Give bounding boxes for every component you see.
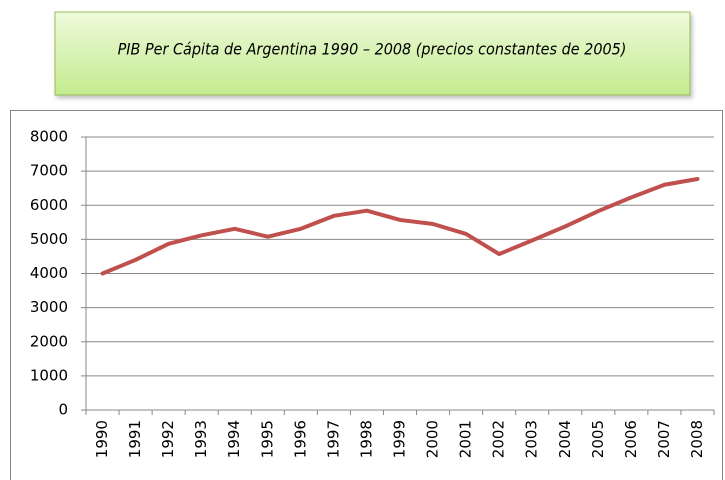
x-tick-label: 2007 (655, 420, 673, 458)
y-tick-label: 3000 (30, 298, 68, 316)
x-tick-label: 1996 (291, 420, 309, 458)
x-tick-label: 2005 (589, 420, 607, 458)
x-tick-label: 1991 (126, 420, 144, 458)
x-tick-label: 1994 (225, 420, 243, 458)
y-tick-label: 0 (58, 401, 68, 419)
y-tick-label: 4000 (30, 264, 68, 282)
x-tick-label: 1992 (159, 420, 177, 458)
x-tick-label: 1999 (391, 420, 409, 458)
x-tick-label: 1993 (192, 420, 210, 458)
data-line (100, 176, 700, 276)
x-tick-label: 1995 (258, 420, 276, 458)
y-tick-label: 2000 (30, 332, 68, 350)
x-tick-label: 2006 (622, 420, 640, 458)
x-tick-label: 2003 (523, 420, 541, 458)
x-tick-label: 1990 (93, 420, 111, 458)
x-tick-label: 2001 (457, 420, 475, 458)
y-tick-label: 1000 (30, 366, 68, 384)
y-tick-label: 8000 (30, 128, 68, 146)
x-tick-label: 2008 (688, 420, 706, 458)
x-tick-label: 2002 (490, 420, 508, 458)
x-tick-label: 2000 (424, 420, 442, 458)
y-tick-label: 6000 (30, 196, 68, 214)
title-box (54, 11, 691, 96)
x-tick-label: 2004 (556, 420, 574, 458)
chart-frame (10, 110, 723, 480)
y-tick-label: 5000 (30, 230, 68, 248)
x-tick-label: 1998 (357, 420, 375, 458)
y-tick-label: 7000 (30, 162, 68, 180)
chart-title: PIB Per Cápita de Argentina 1990 – 2008 … (118, 40, 627, 59)
x-tick-label: 1997 (324, 420, 342, 458)
